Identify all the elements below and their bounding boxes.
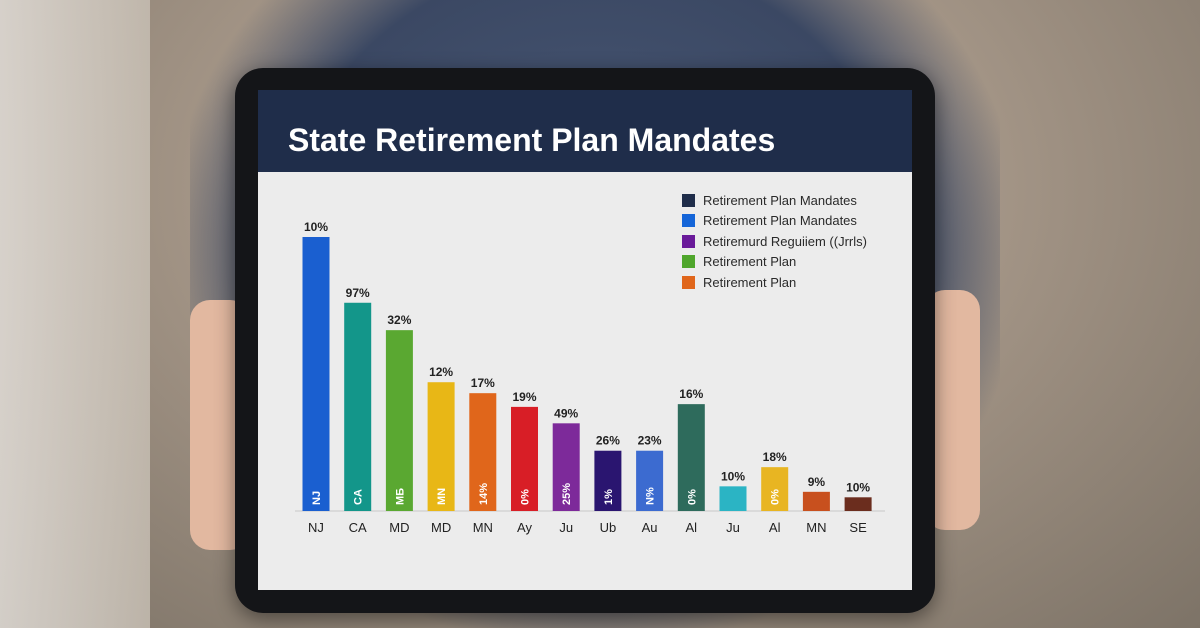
data-label: 23%	[638, 434, 662, 448]
bar-inner-label: 25%	[561, 483, 573, 505]
bar-inner-label: 14%	[478, 483, 490, 505]
x-tick-label: MD	[389, 520, 409, 535]
x-tick-label: Ub	[600, 520, 617, 535]
legend-swatch	[682, 255, 695, 269]
bar	[385, 330, 413, 511]
bar-inner-label: MБ	[394, 488, 406, 505]
legend: Retirement Plan Mandates Retirement Plan …	[682, 190, 867, 293]
bar-inner-label: 0%	[686, 489, 698, 505]
data-label: 9%	[808, 475, 826, 489]
bar-inner-label: MN	[436, 488, 448, 505]
data-label: 49%	[554, 406, 578, 420]
x-tick-label: Ju	[726, 520, 740, 535]
chart-title: State Retirement Plan Mandates	[288, 122, 776, 158]
bar	[761, 467, 789, 511]
bar	[552, 423, 580, 511]
data-label: 16%	[679, 387, 703, 401]
bar	[636, 450, 664, 511]
bar	[844, 497, 872, 511]
x-tick-label: SE	[849, 520, 867, 535]
bar-inner-label: 0%	[770, 489, 782, 505]
legend-label: Retirement Plan Mandates	[703, 213, 857, 229]
legend-label: Retirement Plan	[703, 274, 797, 290]
x-tick-label: NJ	[308, 520, 324, 535]
legend-item: Retiremurd Reguiiem ((Jrrls)	[682, 231, 867, 252]
data-label: 10%	[846, 480, 870, 494]
x-tick-label: MN	[473, 520, 493, 535]
data-label: 26%	[596, 434, 620, 448]
data-label: 10%	[304, 220, 328, 234]
legend-item: Retirement Plan	[682, 252, 867, 273]
bar-inner-label: NJ	[311, 491, 323, 505]
bar-inner-label: 1%	[603, 489, 615, 505]
background-window	[0, 0, 150, 628]
bar	[511, 406, 538, 511]
x-tick-label: MD	[431, 520, 451, 535]
legend-swatch	[682, 193, 695, 207]
legend-label: Retirement Plan Mandates	[703, 192, 857, 208]
data-label: 97%	[346, 286, 370, 300]
x-tick-label: CA	[349, 520, 367, 535]
bar-inner-label: 0%	[520, 489, 532, 505]
data-label: 12%	[429, 365, 453, 379]
data-label: 17%	[471, 376, 495, 390]
legend-swatch	[682, 275, 695, 289]
bar	[677, 404, 705, 511]
bar	[719, 486, 747, 511]
tablet-screen: State Retirement Plan Mandates Retiremen…	[258, 90, 912, 590]
x-tick-label: Au	[642, 520, 658, 535]
x-tick-label: Ay	[517, 520, 532, 535]
legend-swatch	[682, 214, 695, 228]
x-tick-label: Al	[769, 520, 781, 535]
bar	[344, 302, 372, 511]
x-tick-label: Al	[686, 520, 698, 535]
data-label: 32%	[387, 313, 411, 327]
bar-inner-label: N%	[645, 487, 657, 505]
bar-chart: 10% NJ NJ 97% CA CA 32% MD MБ 12% MD MN 17% MN 14% 19% A…	[295, 220, 885, 535]
data-label: 18%	[763, 450, 787, 464]
legend-label: Retirement Plan	[703, 254, 797, 270]
x-tick-label: MN	[806, 520, 826, 535]
bar	[427, 382, 455, 511]
data-label: 10%	[721, 469, 745, 483]
legend-item: Retirement Plan Mandates	[682, 211, 867, 232]
legend-item: Retirement Plan	[682, 272, 867, 293]
data-label: 19%	[512, 390, 536, 404]
bar-inner-label: CA	[353, 489, 365, 505]
bar	[469, 393, 497, 511]
legend-label: Retiremurd Reguiiem ((Jrrls)	[703, 233, 867, 249]
bar	[594, 450, 622, 511]
bar	[802, 491, 830, 511]
header: State Retirement Plan Mandates	[258, 90, 912, 172]
bar	[302, 237, 330, 511]
legend-item: Retirement Plan Mandates	[682, 190, 867, 211]
x-tick-label: Ju	[559, 520, 573, 535]
legend-swatch	[682, 234, 695, 248]
